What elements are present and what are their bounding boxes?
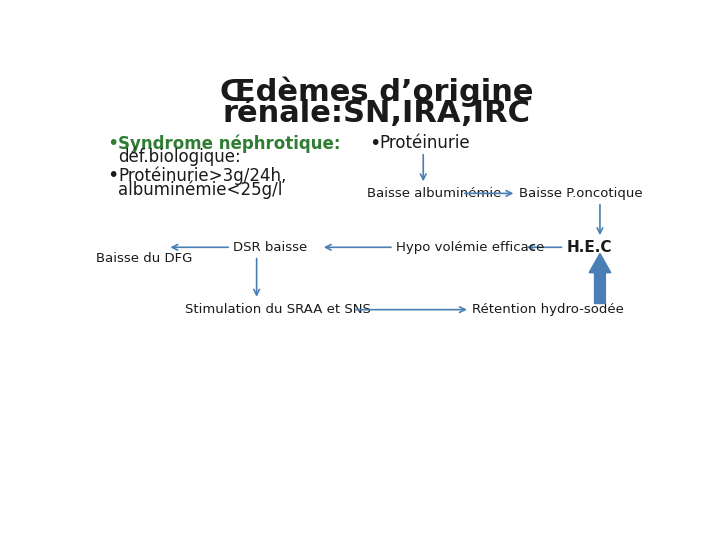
Text: rénale:SN,IRA,IRC: rénale:SN,IRA,IRC [222, 99, 531, 128]
Text: Hypo volémie efficace: Hypo volémie efficace [396, 241, 544, 254]
Text: •: • [369, 134, 380, 153]
Text: Protéinurie: Protéinurie [380, 134, 470, 152]
Text: Rétention hydro-sodée: Rétention hydro-sodée [472, 303, 624, 316]
Text: Baisse albuminémie: Baisse albuminémie [367, 187, 502, 200]
Text: Protéinurie>3g/24h,: Protéinurie>3g/24h, [118, 166, 287, 185]
Text: •: • [107, 166, 118, 185]
Text: Baisse du DFG: Baisse du DFG [96, 252, 192, 265]
Text: DSR baisse: DSR baisse [233, 241, 307, 254]
Text: Syndrome néphrotique:: Syndrome néphrotique: [118, 134, 341, 153]
Text: •: • [107, 134, 118, 153]
Text: Œdèmes d’origine: Œdèmes d’origine [220, 77, 534, 107]
Text: albuminémie<25g/l: albuminémie<25g/l [118, 180, 282, 199]
Text: déf.biologique:: déf.biologique: [118, 148, 240, 166]
Polygon shape [589, 253, 611, 303]
Text: H.E.C: H.E.C [567, 240, 612, 255]
Text: Stimulation du SRAA et SNS: Stimulation du SRAA et SNS [184, 303, 370, 316]
Text: Baisse P.oncotique: Baisse P.oncotique [518, 187, 642, 200]
